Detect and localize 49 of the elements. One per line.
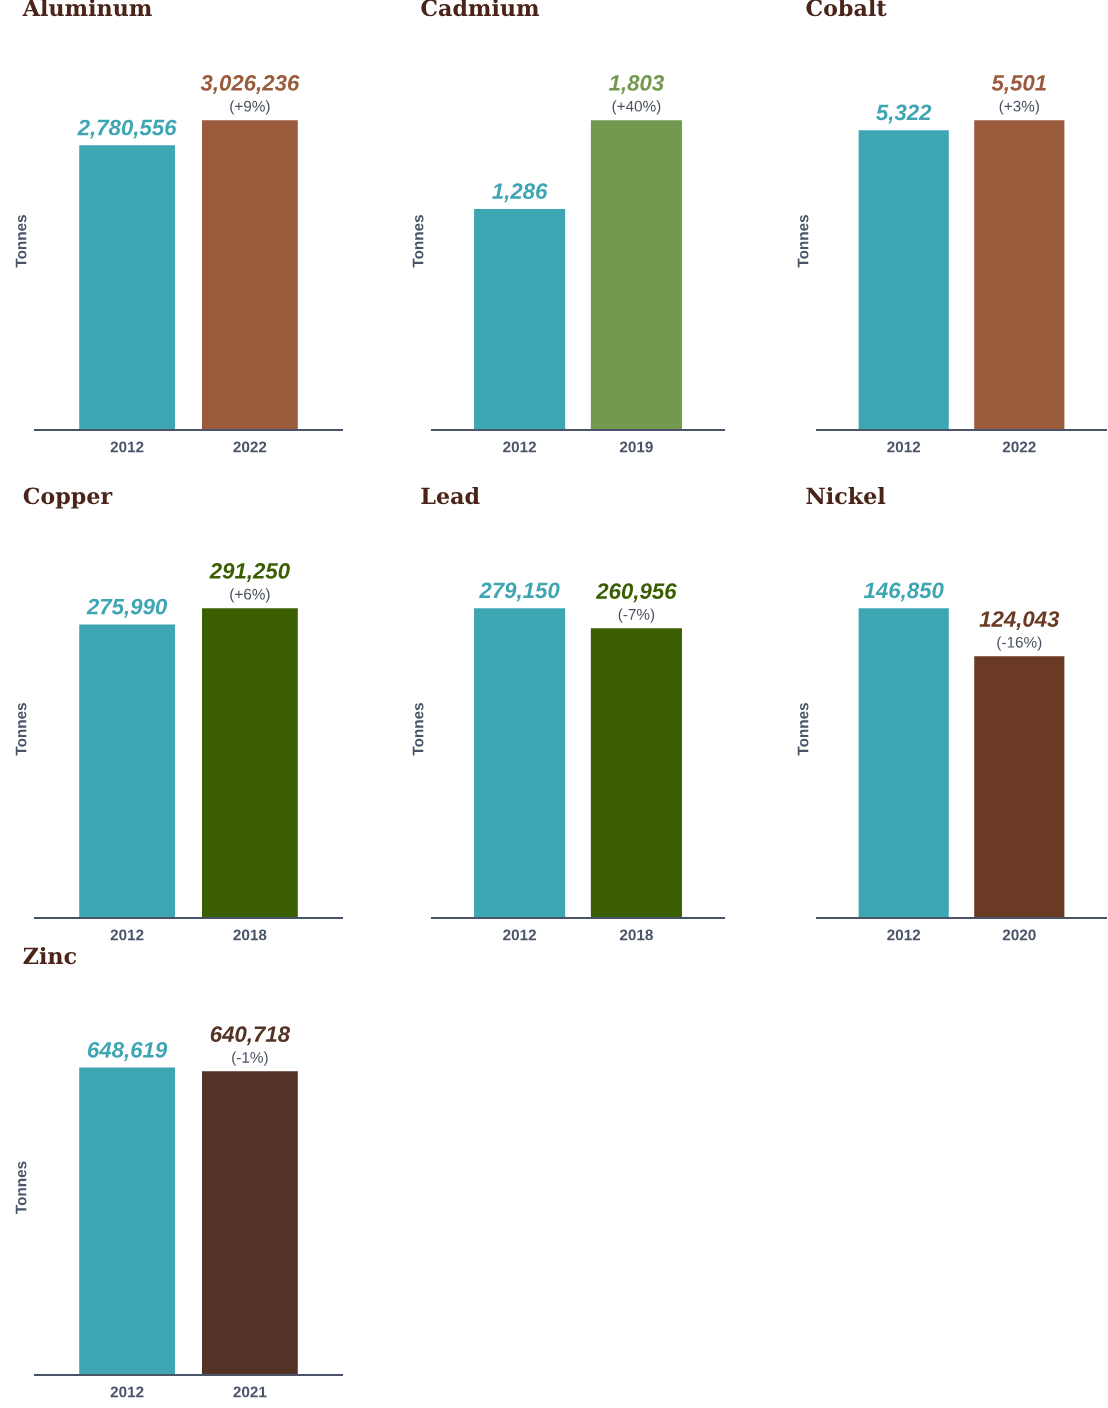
x-tick-label: 2020: [1002, 929, 1036, 941]
y-axis-title: Tonnes: [412, 703, 424, 756]
chart-title: Nickel: [806, 487, 886, 505]
chart-title: Cadmium: [421, 0, 540, 17]
y-axis-title: Tonnes: [797, 703, 809, 756]
data-label: 3,026,236: [200, 75, 300, 94]
x-tick-label: 2012: [503, 441, 536, 453]
x-tick-label: 2018: [233, 929, 267, 941]
data-label: 291,250: [209, 563, 290, 582]
data-label: 146,850: [863, 582, 944, 602]
chart-title: Cobalt: [806, 0, 887, 17]
y-axis-title: Tonnes: [412, 215, 424, 268]
y-axis-title: Tonnes: [15, 215, 27, 268]
x-tick-label: 2012: [887, 441, 921, 453]
x-tick-label: 2018: [619, 929, 653, 941]
data-label: 5,501: [991, 75, 1046, 94]
chart-title: Copper: [23, 487, 113, 509]
annotation: (-16%): [997, 636, 1042, 651]
x-tick-label: 2012: [887, 929, 921, 941]
chart-title: Lead: [421, 487, 480, 505]
data-label: 1,803: [608, 75, 664, 94]
annotation: (-1%): [232, 1051, 268, 1066]
data-label: 124,043: [979, 611, 1060, 631]
annotation: (+6%): [230, 588, 270, 603]
x-tick-label: 2021: [233, 1386, 267, 1398]
x-tick-label: 2012: [110, 929, 144, 941]
y-axis-title: Tonnes: [15, 703, 27, 756]
data-label: 648,619: [87, 1041, 168, 1061]
x-tick-label: 2012: [503, 929, 536, 941]
data-label: 260,956: [595, 583, 677, 603]
data-label: 5,322: [876, 104, 932, 124]
data-label: 279,150: [479, 582, 560, 602]
annotation: (+40%): [612, 100, 661, 115]
data-label: 1,286: [492, 183, 548, 203]
chart-title: Aluminum: [22, 0, 152, 17]
x-tick-label: 2022: [233, 441, 267, 453]
annotation: (+9%): [230, 100, 270, 115]
data-label: 640,718: [210, 1026, 291, 1046]
chart-title: Zinc: [23, 947, 77, 965]
data-label: 2,780,556: [77, 119, 177, 139]
x-tick-label: 2022: [1002, 441, 1036, 453]
x-tick-label: 2012: [110, 441, 144, 453]
annotation: (-7%): [618, 608, 655, 623]
y-axis-title: Tonnes: [15, 1161, 27, 1214]
x-tick-label: 2012: [110, 1386, 144, 1398]
y-axis-title: Tonnes: [797, 215, 809, 268]
x-tick-label: 2019: [619, 441, 653, 453]
data-label: 275,990: [86, 598, 168, 618]
annotation: (+3%): [999, 100, 1039, 115]
